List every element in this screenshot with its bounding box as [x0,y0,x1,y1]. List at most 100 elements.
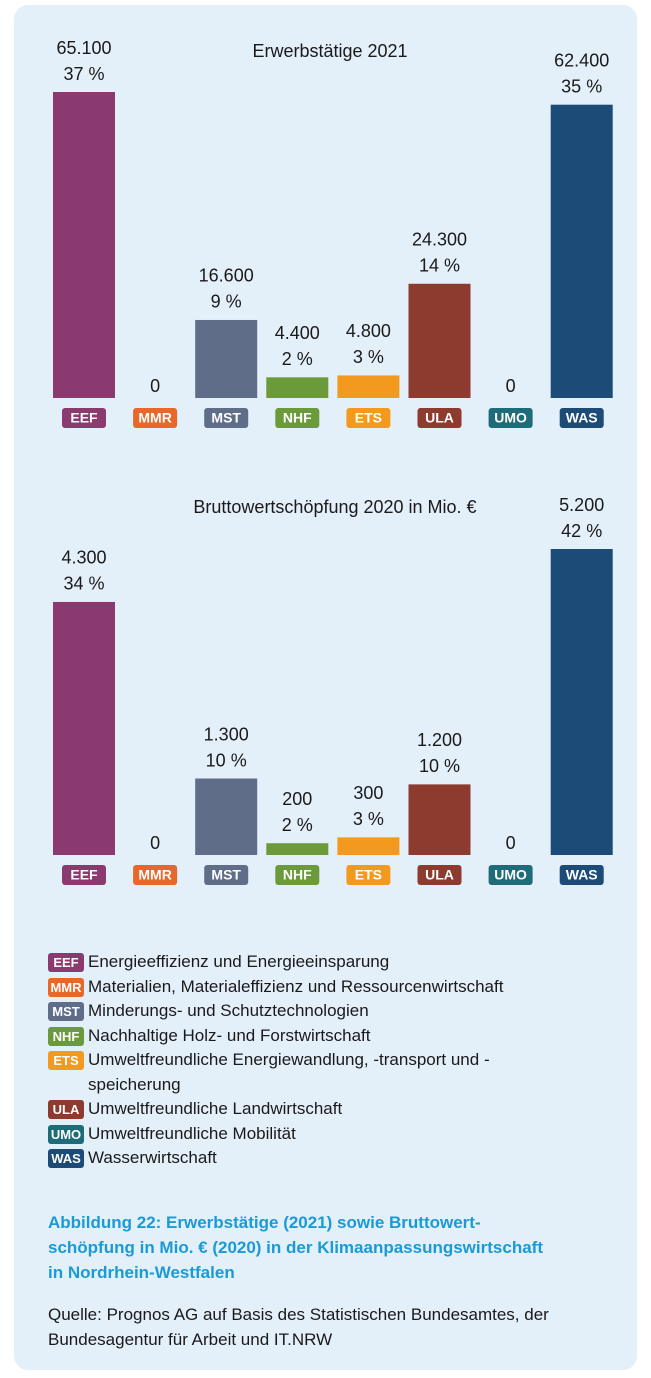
x-tick-label: ETS [355,410,382,426]
value-label: 4.400 [275,323,320,343]
x-tick-label: MMR [138,410,171,426]
x-tick-label: UMO [494,867,527,883]
share-label: 34 % [63,574,104,594]
bar [53,601,115,855]
legend-label: Umweltfreundliche Landwirtschaft [88,1099,343,1118]
value-label: 16.600 [199,266,254,286]
value-label: 0 [506,376,516,396]
category-badge [417,408,462,428]
legend-item: ETS Umweltfreundliche Energiewandlung, -t… [48,1048,588,1097]
x-tick-label: EEF [70,410,98,426]
legend-code: NHF [48,1026,84,1046]
legend-item: UMO Umweltfreundliche Mobilität [48,1122,588,1147]
x-tick-label: ULA [425,410,454,426]
legend-item: NHF Nachhaltige Holz- und Forstwirtschaft [48,1024,588,1049]
category-badge [133,865,178,885]
value-label: 0 [150,833,160,853]
share-label: 2 % [282,349,313,369]
legend-item: MMR Materialien, Materialeffizienz und Re… [48,975,588,1000]
category-badge [346,865,391,885]
value-label: 5.200 [559,495,604,515]
category-badge [275,865,320,885]
chart-title: Bruttowertschöpfung 2020 in Mio. € [193,497,476,517]
caption: Abbildung 22: Erwerbstätige (2021) sowie… [48,1210,618,1285]
x-tick-label: ULA [425,867,454,883]
legend-label: Materialien, Materialeffizienz und Resso… [88,976,504,996]
legend-item: MST Minderungs- und Schutztechnologien [48,999,588,1024]
x-tick-label: WAS [566,410,598,426]
category-badge [133,408,178,428]
category-badge [417,865,462,885]
legend-code: ULA [48,1100,84,1119]
share-label: 42 % [561,521,602,541]
value-label: 24.300 [412,230,467,250]
legend-code: UMO [48,1124,84,1144]
share-label: 35 % [561,76,602,96]
share-label: 10 % [206,750,247,770]
value-label: 4.300 [61,548,106,568]
bar [550,549,613,855]
bar [53,92,115,398]
category-badge [62,408,106,428]
legend-code: MST [48,1002,84,1021]
legend-label: Energieeffizienz und Energieeinsparung [88,952,390,971]
category-badge [204,408,249,428]
legend-label: Wasserwirtschaft [88,1148,217,1167]
bar [195,778,258,855]
value-label: 1.200 [417,730,462,750]
x-tick-label: EEF [70,867,98,883]
value-label: 0 [506,833,516,853]
share-label: 37 % [63,64,104,84]
legend-item: WAS Wasserwirtschaft [48,1146,588,1171]
x-tick-label: MMR [138,867,171,883]
bar [408,784,471,855]
legend-label: Umweltfreundliche Energiewandlung, -tran… [88,1050,490,1094]
caption-line: Abbildung 22: Erwerbstätige (2021) sowie… [48,1213,481,1232]
value-label: 300 [353,783,383,803]
share-label: 9 % [211,292,242,312]
legend-code: MMR [48,977,84,997]
charts: Erwerbstätige 2021 65.100 37 % EEF 0 MMR 16.60… [53,38,613,885]
category-badge [346,408,391,428]
value-label: 62.400 [554,50,609,70]
legend-code: EEF [48,953,84,972]
share-label: 3 % [353,347,384,367]
value-label: 4.800 [346,321,391,341]
legend-code: ETS [48,1051,84,1070]
legend: EEF Energieeffizienz und Energieeinsparun… [48,950,588,1171]
x-tick-label: MST [211,410,241,426]
bar [408,283,471,398]
legend-label: Nachhaltige Holz- und Forstwirtschaft [88,1025,371,1045]
legend-item: ULA Umweltfreundliche Landwirtschaft [48,1097,588,1122]
x-tick-label: WAS [566,867,598,883]
bar [266,377,329,398]
share-label: 2 % [282,815,313,835]
category-badge [488,865,533,885]
category-badge [275,408,320,428]
bar [195,319,258,398]
value-label: 65.100 [56,38,111,58]
value-label: 1.300 [204,724,249,744]
caption-line: in Nordrhein-Westfalen [48,1263,235,1282]
category-badge [559,408,604,428]
bar [266,843,329,855]
x-tick-label: NHF [283,867,312,883]
x-tick-label: UMO [494,410,527,426]
card [14,5,637,1370]
category-badge [204,865,249,885]
source: Quelle: Prognos AG auf Basis des Statist… [48,1305,549,1349]
x-tick-label: MST [211,867,241,883]
share-label: 14 % [419,256,460,276]
legend-code: WAS [48,1149,84,1168]
legend-item: EEF Energieeffizienz und Energieeinsparun… [48,950,588,975]
x-tick-label: NHF [283,410,312,426]
bar [337,837,400,855]
legend-label: Umweltfreundliche Mobilität [88,1123,296,1143]
caption-line: schöpfung in Mio. € (2020) in der Klimaa… [48,1238,543,1257]
legend-label: Minderungs- und Schutztechnologien [88,1001,369,1020]
chart-title: Erwerbstätige 2021 [252,41,407,61]
bar [337,375,400,398]
bar [550,104,613,398]
share-label: 10 % [419,756,460,776]
